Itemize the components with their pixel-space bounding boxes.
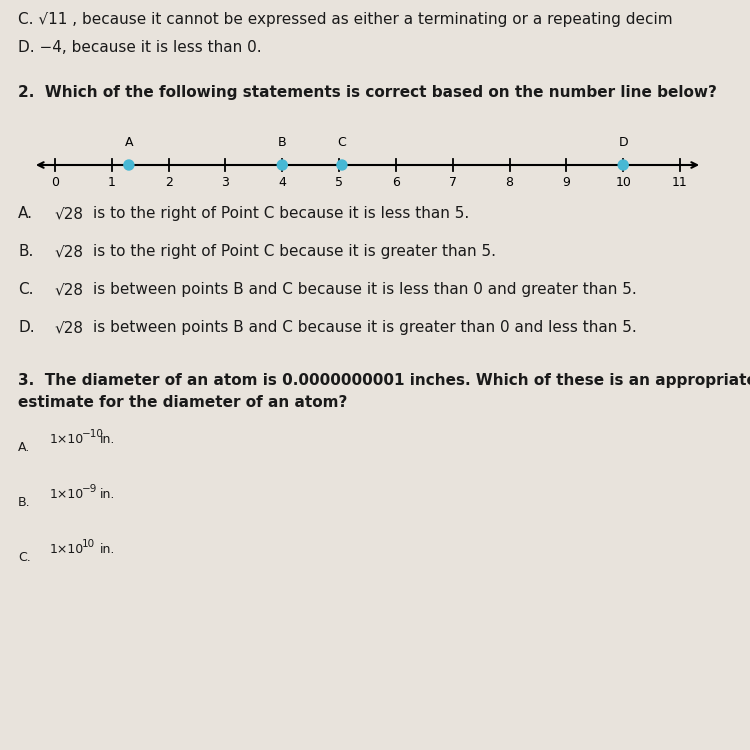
Text: in.: in.: [100, 543, 116, 556]
Text: 1×10: 1×10: [50, 433, 84, 446]
Text: 10: 10: [82, 539, 95, 549]
Text: √28: √28: [55, 244, 84, 259]
Text: 1×10: 1×10: [50, 543, 84, 556]
Text: B.: B.: [18, 244, 33, 259]
Text: D. −4, because it is less than 0.: D. −4, because it is less than 0.: [18, 40, 262, 55]
Text: 2: 2: [165, 176, 172, 189]
Text: D: D: [618, 136, 628, 149]
Text: 1: 1: [108, 176, 116, 189]
Text: estimate for the diameter of an atom?: estimate for the diameter of an atom?: [18, 395, 347, 410]
Text: 2.  Which of the following statements is correct based on the number line below?: 2. Which of the following statements is …: [18, 85, 717, 100]
Text: A: A: [124, 136, 133, 149]
Circle shape: [278, 160, 287, 170]
Text: 7: 7: [448, 176, 457, 189]
Text: is to the right of Point C because it is less than 5.: is to the right of Point C because it is…: [93, 206, 470, 221]
Text: is to the right of Point C because it is greater than 5.: is to the right of Point C because it is…: [93, 244, 496, 259]
Circle shape: [337, 160, 347, 170]
Text: A.: A.: [18, 206, 33, 221]
Circle shape: [618, 160, 628, 170]
Text: B.: B.: [18, 496, 31, 509]
Text: √28: √28: [55, 206, 84, 221]
Text: 3: 3: [221, 176, 230, 189]
Text: A.: A.: [18, 441, 30, 454]
Text: 3.  The diameter of an atom is 0.0000000001 inches. Which of these is an appropr: 3. The diameter of an atom is 0.00000000…: [18, 373, 750, 388]
Circle shape: [124, 160, 134, 170]
Text: 4: 4: [278, 176, 286, 189]
Text: −10: −10: [82, 429, 104, 439]
Text: C.: C.: [18, 551, 31, 564]
Text: D.: D.: [18, 320, 34, 335]
Text: in.: in.: [100, 488, 116, 501]
Text: in.: in.: [100, 433, 116, 446]
Text: 6: 6: [392, 176, 400, 189]
Text: 8: 8: [506, 176, 514, 189]
Text: 1×10: 1×10: [50, 488, 84, 501]
Text: is between points B and C because it is greater than 0 and less than 5.: is between points B and C because it is …: [93, 320, 637, 335]
Text: 0: 0: [51, 176, 59, 189]
Text: √28: √28: [55, 320, 84, 335]
Text: is between points B and C because it is less than 0 and greater than 5.: is between points B and C because it is …: [93, 282, 637, 297]
Text: 10: 10: [615, 176, 631, 189]
Text: √28: √28: [55, 282, 84, 297]
Text: C. √11 , because it cannot be expressed as either a terminating or a repeating d: C. √11 , because it cannot be expressed …: [18, 12, 673, 27]
Text: −9: −9: [82, 484, 98, 494]
Text: 11: 11: [672, 176, 688, 189]
Text: B: B: [278, 136, 286, 149]
Text: 5: 5: [335, 176, 343, 189]
Text: C: C: [338, 136, 346, 149]
Text: 9: 9: [562, 176, 570, 189]
Text: C.: C.: [18, 282, 34, 297]
